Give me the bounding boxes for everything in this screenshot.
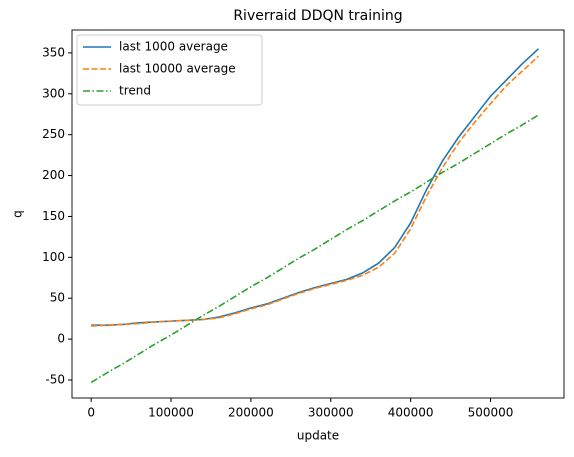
x-tick-label: 300000 (308, 406, 354, 420)
line-series (90, 114, 539, 384)
y-tick-label: 250 (42, 127, 65, 141)
line-series (91, 48, 539, 327)
y-tick-label: 0 (57, 332, 65, 346)
x-axis-label: update (297, 429, 339, 443)
y-tick-label: -50 (45, 373, 65, 387)
line-series (91, 55, 539, 327)
x-tick-label: 100000 (148, 406, 194, 420)
legend-label: last 1000 average (119, 40, 228, 54)
y-tick-label: 50 (50, 291, 65, 305)
legend-label: last 10000 average (119, 62, 236, 76)
x-tick-label: 400000 (388, 406, 434, 420)
y-tick-label: 350 (42, 45, 65, 59)
y-axis-label: q (11, 210, 25, 218)
y-tick-label: 100 (42, 250, 65, 264)
legend-label: trend (119, 84, 151, 98)
x-tick-label: 0 (87, 406, 95, 420)
chart-title: Riverraid DDQN training (233, 8, 402, 24)
y-tick-label: 150 (42, 209, 65, 223)
plot-frame (71, 29, 565, 399)
y-tick-label: 200 (42, 168, 65, 182)
x-tick-label: 200000 (228, 406, 274, 420)
x-tick-label: 500000 (468, 406, 514, 420)
y-tick-label: 300 (42, 86, 65, 100)
legend-box (76, 34, 263, 106)
